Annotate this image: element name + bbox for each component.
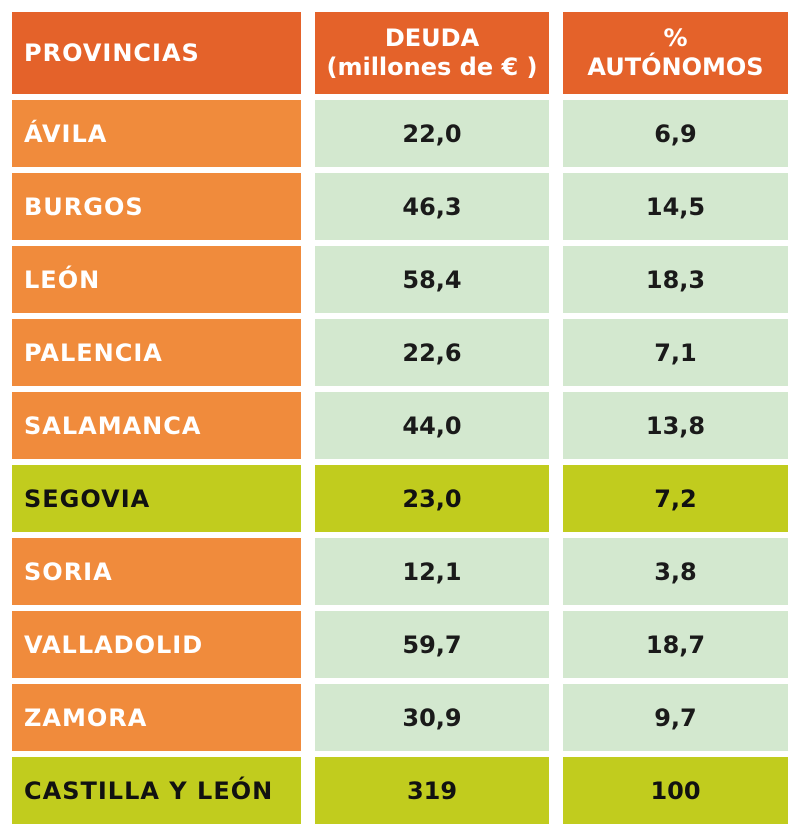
province-cell: SEGOVIA <box>12 465 301 532</box>
header-autonomos-percent: % <box>663 24 688 52</box>
deuda-cell: 46,3 <box>315 173 549 240</box>
header-deuda-title: DEUDA <box>384 24 480 52</box>
header-deuda-unit: (millones de € ) <box>326 53 538 81</box>
province-cell: CASTILLA Y LEÓN <box>12 757 301 824</box>
autonomos-cell: 3,8 <box>563 538 788 605</box>
province-cell: ÁVILA <box>12 100 301 167</box>
autonomos-cell: 14,5 <box>563 173 788 240</box>
deuda-cell: 23,0 <box>315 465 549 532</box>
debt-table: PROVINCIAS DEUDA (millones de € ) % AUTÓ… <box>12 12 788 824</box>
header-autonomos: % AUTÓNOMOS <box>563 12 788 94</box>
province-cell: BURGOS <box>12 173 301 240</box>
deuda-cell: 59,7 <box>315 611 549 678</box>
deuda-cell: 319 <box>315 757 549 824</box>
deuda-cell: 22,0 <box>315 100 549 167</box>
autonomos-cell: 18,3 <box>563 246 788 313</box>
autonomos-cell: 100 <box>563 757 788 824</box>
header-autonomos-title: AUTÓNOMOS <box>587 53 764 81</box>
autonomos-cell: 9,7 <box>563 684 788 751</box>
header-provincias: PROVINCIAS <box>12 12 301 94</box>
header-deuda: DEUDA (millones de € ) <box>315 12 549 94</box>
province-cell: SORIA <box>12 538 301 605</box>
province-cell: LEÓN <box>12 246 301 313</box>
autonomos-cell: 13,8 <box>563 392 788 459</box>
autonomos-cell: 6,9 <box>563 100 788 167</box>
province-cell: PALENCIA <box>12 319 301 386</box>
province-cell: SALAMANCA <box>12 392 301 459</box>
deuda-cell: 22,6 <box>315 319 549 386</box>
province-cell: ZAMORA <box>12 684 301 751</box>
deuda-cell: 58,4 <box>315 246 549 313</box>
autonomos-cell: 18,7 <box>563 611 788 678</box>
deuda-cell: 30,9 <box>315 684 549 751</box>
deuda-cell: 12,1 <box>315 538 549 605</box>
province-cell: VALLADOLID <box>12 611 301 678</box>
deuda-cell: 44,0 <box>315 392 549 459</box>
autonomos-cell: 7,1 <box>563 319 788 386</box>
autonomos-cell: 7,2 <box>563 465 788 532</box>
